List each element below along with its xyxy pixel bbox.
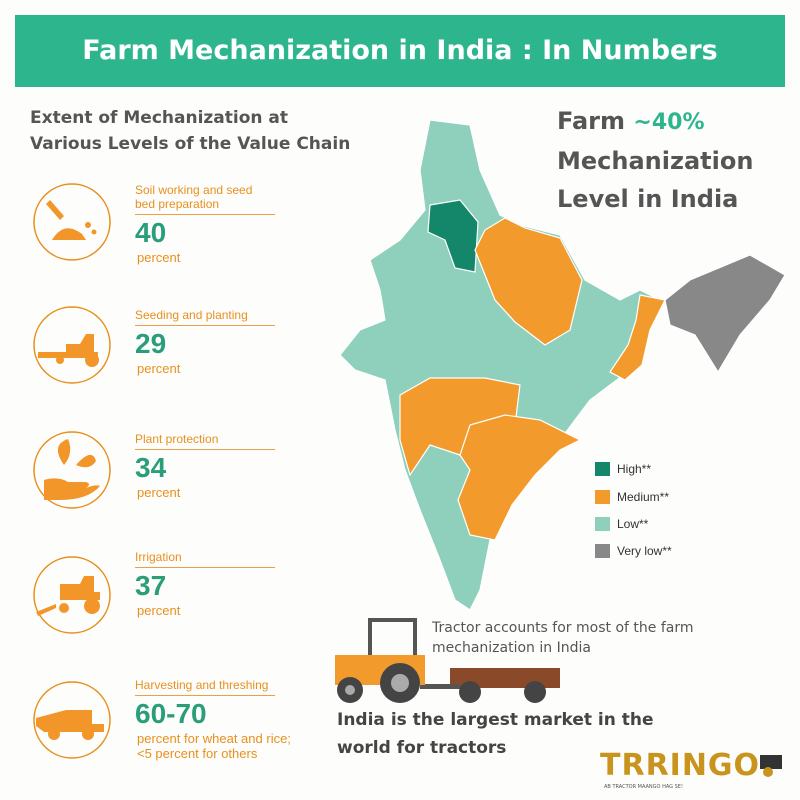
tractor-note: Tractor accounts for most of the farm me… bbox=[432, 618, 693, 658]
hitch bbox=[420, 684, 460, 689]
stage-rule bbox=[135, 567, 275, 568]
section-title-line: Extent of Mechanization at bbox=[30, 108, 289, 128]
leaf-icon bbox=[57, 439, 96, 468]
wheel-icon bbox=[84, 598, 100, 614]
legend-label: High** bbox=[617, 462, 652, 476]
seeder-icon bbox=[38, 334, 98, 358]
market-note: India is the largest market in the world… bbox=[337, 706, 654, 762]
headline: Farm ~40% Mechanization Level in India bbox=[557, 102, 753, 218]
wheel-icon bbox=[48, 728, 60, 740]
wheel-icon bbox=[59, 603, 69, 613]
stage-unit: <5 percent for others bbox=[137, 746, 258, 761]
stage-label: Plant protection bbox=[135, 432, 219, 446]
tractor-icon bbox=[60, 576, 100, 600]
stage-unit: percent bbox=[137, 250, 181, 265]
icon-circle bbox=[33, 183, 111, 261]
logo-name: TRRINGO bbox=[600, 748, 761, 783]
wheel-icon bbox=[82, 728, 94, 740]
page-title: Farm Mechanization in India : In Numbers bbox=[82, 35, 718, 66]
stage-unit: percent bbox=[137, 485, 181, 500]
hand-icon bbox=[44, 478, 100, 500]
stage-rule bbox=[135, 325, 275, 326]
icon-circle bbox=[33, 556, 111, 634]
headline-line: Farm ~40% bbox=[557, 102, 753, 142]
logo-tractor bbox=[760, 755, 782, 769]
logo-mark bbox=[760, 755, 782, 777]
icon-circle bbox=[33, 306, 111, 384]
stage-value: 40 bbox=[135, 217, 167, 248]
legend-label: Medium** bbox=[617, 490, 670, 504]
logo-wheel bbox=[763, 767, 773, 777]
region-medium bbox=[457, 414, 582, 541]
stage-value: 60-70 bbox=[135, 698, 207, 729]
header-band: Farm Mechanization in India : In Numbers bbox=[15, 15, 785, 87]
legend-swatches bbox=[595, 462, 610, 558]
stage-rule bbox=[135, 449, 275, 450]
stage-value: 34 bbox=[135, 452, 167, 483]
region-medium bbox=[609, 294, 666, 381]
stage-unit: percent bbox=[137, 603, 181, 618]
note-line: mechanization in India bbox=[432, 640, 591, 656]
stage-label: Irrigation bbox=[135, 550, 182, 564]
headline-line: Level in India bbox=[557, 185, 739, 213]
stage-value: 37 bbox=[135, 570, 167, 601]
region-medium bbox=[474, 217, 583, 346]
seed-dot bbox=[85, 222, 91, 228]
stage-label: Soil working and seed bbox=[135, 183, 253, 197]
wheel-icon bbox=[85, 353, 99, 367]
seed-dot bbox=[91, 229, 97, 235]
stage-unit: percent for wheat and rice; bbox=[137, 731, 291, 746]
india-map bbox=[339, 119, 786, 611]
stage-rule bbox=[135, 695, 275, 696]
legend-label: Very low** bbox=[617, 544, 672, 558]
legend-swatch bbox=[595, 462, 610, 476]
harvester-icon bbox=[36, 710, 104, 732]
wheel bbox=[459, 681, 481, 703]
hub bbox=[345, 685, 355, 695]
section-title-line: Various Levels of the Value Chain bbox=[30, 134, 351, 154]
icon-circle bbox=[33, 431, 111, 509]
icon-circle bbox=[33, 681, 111, 759]
market-line: India is the largest market in the bbox=[337, 710, 654, 730]
legend-label: Low** bbox=[617, 517, 649, 531]
logo-tagline: AB TRACTOR MAANGO HAG SE! bbox=[604, 784, 683, 790]
shovel-icon bbox=[46, 200, 86, 240]
region-high bbox=[427, 199, 479, 273]
legend-swatch bbox=[595, 490, 610, 504]
stage-label: Seeding and planting bbox=[135, 308, 248, 322]
stage-label: bed preparation bbox=[135, 197, 220, 211]
headline-line: Mechanization bbox=[557, 147, 754, 175]
legend-swatch bbox=[595, 517, 610, 531]
stage-value: 29 bbox=[135, 328, 167, 359]
market-line: world for tractors bbox=[337, 738, 507, 758]
legend-swatch bbox=[595, 544, 610, 558]
stage-label: Harvesting and threshing bbox=[135, 678, 269, 692]
stage-rule bbox=[135, 214, 275, 215]
wheel-icon bbox=[56, 356, 64, 364]
section-title: Extent of Mechanization at Various Level… bbox=[30, 105, 350, 157]
hub bbox=[391, 674, 409, 692]
region-very-low bbox=[664, 254, 786, 374]
note-line: Tractor accounts for most of the farm bbox=[432, 620, 694, 636]
wheel bbox=[524, 681, 546, 703]
plough-icon bbox=[36, 604, 56, 616]
stage-unit: percent bbox=[137, 361, 181, 376]
headline-value: ~40% bbox=[633, 110, 705, 135]
region-low bbox=[339, 119, 661, 611]
headline-prefix: Farm bbox=[557, 107, 626, 135]
tractor-illustration bbox=[335, 618, 560, 703]
icon-shapes bbox=[36, 200, 104, 740]
stage-icons bbox=[33, 183, 111, 759]
